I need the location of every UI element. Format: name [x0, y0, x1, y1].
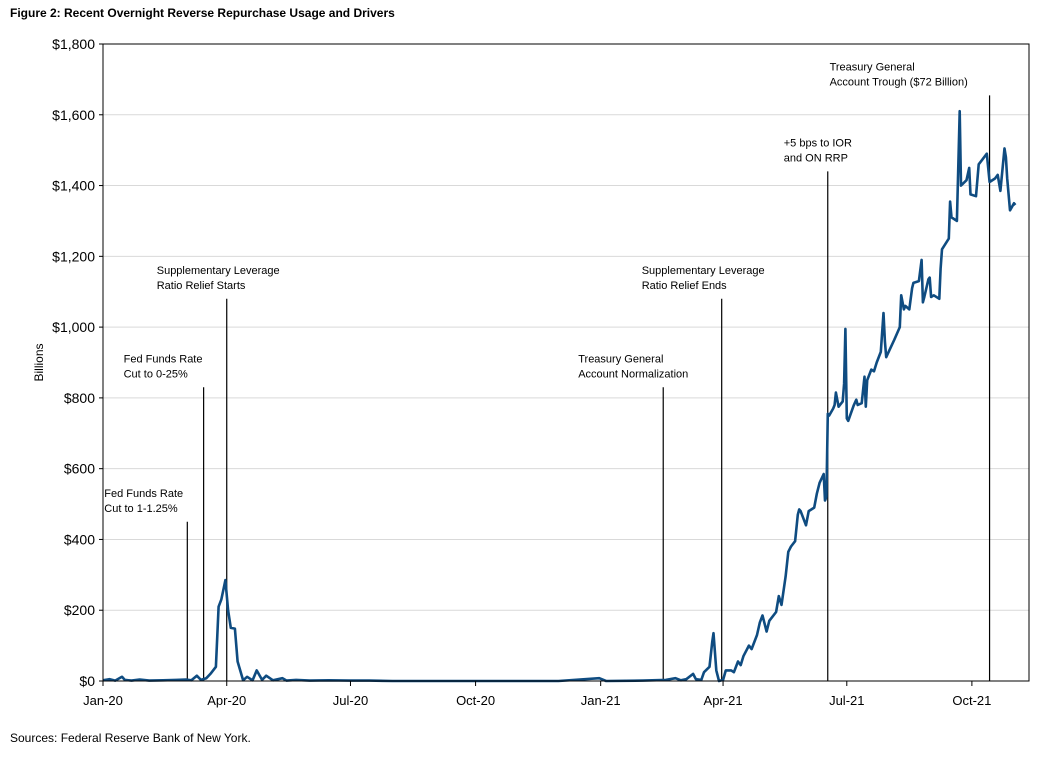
y-axis-label: Billions: [32, 343, 46, 381]
annotation-label: Ratio Relief Starts: [157, 280, 246, 292]
annotation-label: Supplementary Leverage: [157, 265, 280, 277]
annotation-label: Fed Funds Rate: [124, 353, 203, 365]
annotation-label: +5 bps to IOR: [784, 137, 852, 149]
y-tick-label: $1,800: [52, 36, 95, 52]
annotation-label: Account Normalization: [578, 368, 688, 380]
annotation-label: Treasury General: [578, 353, 663, 365]
annotation-label: Fed Funds Rate: [104, 488, 183, 500]
annotation-label: and ON RRP: [784, 152, 848, 164]
x-tick-label: Jul-20: [333, 693, 368, 708]
annotation-label: Ratio Relief Ends: [642, 280, 727, 292]
x-tick-label: Oct-21: [952, 693, 991, 708]
annotation-label: Account Trough ($72 Billion): [830, 76, 968, 88]
y-tick-label: $800: [64, 390, 95, 406]
series-line: [102, 109, 1017, 683]
x-tick-label: Apr-21: [704, 693, 743, 708]
annotation-label: Cut to 0-25%: [124, 368, 188, 380]
figure-title: Figure 2: Recent Overnight Reverse Repur…: [10, 6, 395, 20]
gridlines: [103, 114, 1029, 611]
x-axis-ticks: Jan-20 Apr-20 Jul-20 Oct-20 Jan-21 Apr-21 Jul-…: [83, 681, 991, 708]
x-tick-label: Oct-20: [456, 693, 495, 708]
annotation-label: Treasury General: [830, 61, 915, 73]
y-tick-label: $1,600: [52, 107, 95, 123]
x-tick-label: Jan-20: [83, 693, 123, 708]
x-tick-label: Jan-21: [581, 693, 621, 708]
plot-frame: [102, 43, 1030, 682]
event-annotations: Fed Funds Rate Cut to 1-1.25% Fed Funds Ra…: [104, 61, 991, 681]
data-series: [102, 109, 1017, 683]
y-axis-ticks: $0 $200 $400 $600 $800 $1,000 $1,200 $1,400 $1,6…: [52, 36, 103, 689]
x-tick-label: Jul-21: [829, 693, 864, 708]
y-tick-label: $600: [64, 461, 95, 477]
annotation-label: Cut to 1-1.25%: [104, 503, 178, 515]
y-tick-label: $1,200: [52, 248, 95, 264]
annotation-label: Supplementary Leverage: [642, 265, 765, 277]
source-note: Sources: Federal Reserve Bank of New Yor…: [10, 731, 251, 745]
y-tick-label: $0: [79, 673, 95, 689]
y-tick-label: $1,400: [52, 178, 95, 194]
x-tick-label: Apr-20: [207, 693, 246, 708]
y-tick-label: $1,000: [52, 319, 95, 335]
y-tick-label: $200: [64, 602, 95, 618]
y-tick-label: $400: [64, 531, 95, 547]
